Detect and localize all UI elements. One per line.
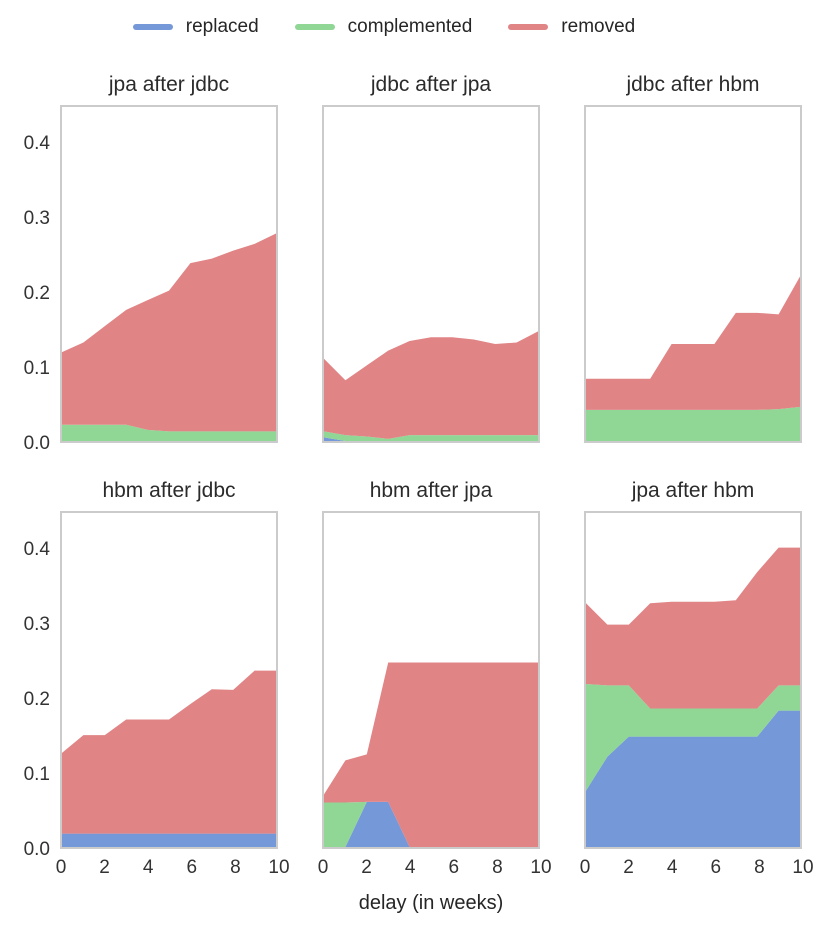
subplot-hbm-after-jpa: 0 2 4 6 8 10 [318, 511, 552, 878]
area-removed [62, 233, 276, 432]
subplot-title: jdbc after jpa [370, 73, 492, 96]
area-replaced [62, 833, 276, 847]
subplot-jpa-after-hbm: 0 2 4 6 8 10 [580, 511, 814, 878]
area-complemented [62, 424, 276, 441]
subplot-hbm-after-jdbc: 0.0 0.1 0.2 0.3 0.4 0 2 4 6 8 10 [24, 511, 290, 878]
y-tick-label: 0.0 [23, 839, 50, 860]
area-complemented [324, 431, 538, 441]
legend-item-removed: removed [508, 16, 635, 38]
x-tick-label: 0 [55, 857, 67, 878]
area-removed [62, 670, 276, 834]
x-tick-label: 4 [142, 857, 154, 878]
y-tick-label: 0.0 [23, 433, 50, 454]
x-tick-label: 4 [404, 857, 416, 878]
y-tick-label: 0.1 [23, 358, 50, 379]
area-removed [324, 331, 538, 439]
area-removed [586, 547, 800, 709]
x-tick-label: 0 [317, 857, 329, 878]
x-tick-label: 0 [579, 857, 591, 878]
x-tick-label: 8 [492, 857, 503, 878]
subplot-title: hbm after jpa [369, 479, 493, 502]
stacked-area-plot [324, 662, 538, 847]
x-tick-label: 10 [530, 857, 552, 878]
y-tick-label: 0.3 [23, 614, 50, 635]
removed-swatch-icon [508, 24, 549, 30]
legend: replaced complemented removed [0, 16, 799, 38]
y-tick-label: 0.4 [23, 133, 50, 154]
legend-item-replaced: replaced [132, 16, 259, 38]
subplot-jdbc-after-hbm [584, 105, 802, 443]
x-tick-label: 8 [754, 857, 765, 878]
y-tick-label: 0.4 [23, 539, 50, 560]
complemented-swatch-icon [294, 24, 335, 30]
y-tick-label: 0.1 [23, 764, 50, 785]
x-tick-label: 10 [268, 857, 290, 878]
subplot-jdbc-after-jpa [322, 105, 540, 443]
legend-label: complemented [347, 16, 473, 37]
x-tick-label: 10 [792, 857, 814, 878]
legend-label: replaced [185, 16, 259, 37]
area-removed [586, 276, 800, 410]
y-tick-label: 0.2 [23, 689, 50, 710]
stacked-area-plot [62, 233, 276, 441]
area-complemented [586, 683, 800, 791]
subplot-title: jpa after jdbc [108, 73, 230, 96]
replaced-swatch-icon [132, 24, 173, 30]
x-tick-label: 2 [623, 857, 634, 878]
x-axis-label: delay (in weeks) [358, 892, 504, 914]
stacked-area-plot [62, 670, 276, 847]
area-removed [324, 662, 538, 847]
subplot-jpa-after-jdbc: 0.0 0.1 0.2 0.3 0.4 [24, 105, 278, 454]
x-tick-label: 4 [666, 857, 678, 878]
stacked-area-plot [586, 276, 800, 441]
legend-item-complemented: complemented [294, 16, 473, 38]
area-complemented [324, 801, 538, 847]
area-complemented [586, 406, 800, 441]
stacked-area-plot [324, 331, 538, 441]
y-tick-label: 0.3 [23, 208, 50, 229]
area-replaced [586, 710, 800, 847]
subplot-title: hbm after jdbc [102, 479, 236, 502]
x-tick-label: 2 [99, 857, 110, 878]
subplot-title: jpa after hbm [631, 479, 755, 502]
area-replaced [324, 801, 538, 847]
y-tick-label: 0.2 [23, 283, 50, 304]
x-tick-label: 6 [186, 857, 198, 878]
x-tick-label: 6 [710, 857, 722, 878]
legend-label: removed [561, 16, 636, 37]
subplot-title: jdbc after hbm [626, 73, 760, 96]
x-tick-label: 8 [230, 857, 241, 878]
x-tick-label: 6 [448, 857, 460, 878]
x-tick-label: 2 [361, 857, 372, 878]
stacked-area-plot [586, 547, 800, 847]
